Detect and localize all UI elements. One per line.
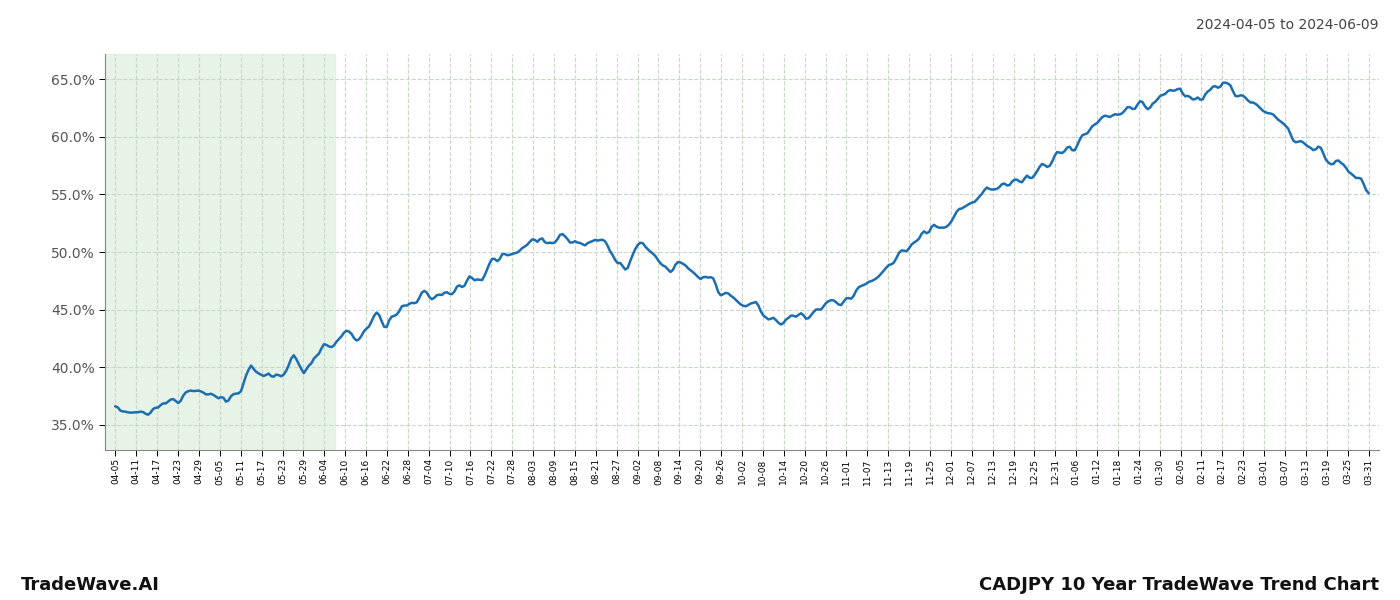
Text: 2024-04-05 to 2024-06-09: 2024-04-05 to 2024-06-09 — [1197, 18, 1379, 32]
Bar — [105, 54, 335, 450]
Text: CADJPY 10 Year TradeWave Trend Chart: CADJPY 10 Year TradeWave Trend Chart — [979, 576, 1379, 594]
Text: TradeWave.AI: TradeWave.AI — [21, 576, 160, 594]
